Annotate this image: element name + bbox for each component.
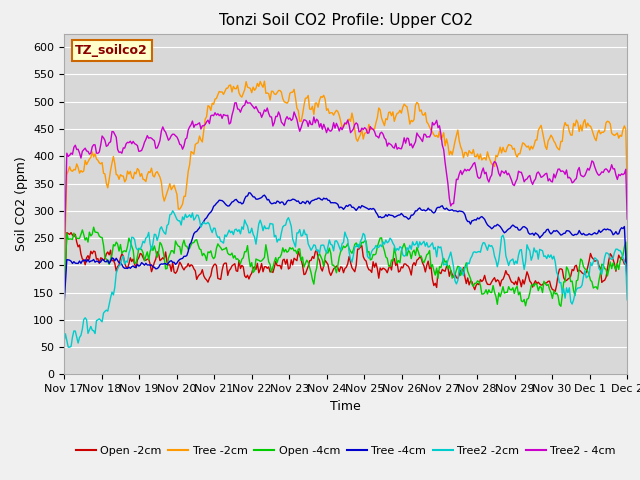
Tree -2cm	[285, 98, 292, 104]
Open -2cm	[416, 254, 424, 260]
Tree -2cm	[128, 174, 136, 180]
Title: Tonzi Soil CO2 Profile: Upper CO2: Tonzi Soil CO2 Profile: Upper CO2	[219, 13, 472, 28]
Tree2 - 4cm	[243, 97, 250, 103]
Open -4cm	[245, 255, 253, 261]
Line: Tree -4cm: Tree -4cm	[64, 193, 627, 306]
Legend: Open -2cm, Tree -2cm, Open -4cm, Tree -4cm, Tree2 -2cm, Tree2 - 4cm: Open -2cm, Tree -2cm, Open -4cm, Tree -4…	[71, 441, 620, 460]
Tree2 -2cm	[60, 339, 68, 345]
Open -4cm	[623, 270, 631, 276]
Tree -2cm	[623, 187, 631, 193]
Tree -4cm	[245, 190, 253, 196]
Tree2 - 4cm	[245, 100, 253, 106]
Tree -4cm	[623, 282, 631, 288]
Tree2 -2cm	[169, 208, 177, 214]
Open -2cm	[285, 266, 292, 272]
Tree2 - 4cm	[60, 261, 68, 266]
Tree2 - 4cm	[468, 164, 476, 169]
Open -4cm	[471, 280, 479, 286]
Tree -2cm	[416, 108, 424, 114]
Line: Open -2cm: Open -2cm	[64, 233, 627, 293]
Line: Tree2 -2cm: Tree2 -2cm	[64, 211, 627, 347]
Y-axis label: Soil CO2 (ppm): Soil CO2 (ppm)	[15, 156, 28, 252]
Line: Open -4cm: Open -4cm	[64, 227, 627, 306]
Tree -2cm	[468, 151, 476, 156]
Tree2 -2cm	[623, 297, 631, 303]
Tree2 -2cm	[417, 242, 425, 248]
Open -2cm	[60, 290, 68, 296]
Tree2 -2cm	[129, 235, 137, 240]
Tree2 -2cm	[470, 250, 477, 255]
Tree2 - 4cm	[128, 141, 136, 146]
Tree2 -2cm	[65, 344, 72, 350]
Text: TZ_soilco2: TZ_soilco2	[76, 44, 148, 57]
Tree2 -2cm	[286, 218, 294, 224]
Tree -2cm	[60, 276, 68, 281]
Tree2 - 4cm	[471, 160, 479, 166]
Tree2 - 4cm	[623, 216, 631, 222]
Tree -4cm	[468, 218, 476, 224]
Open -2cm	[245, 276, 253, 282]
Tree2 -2cm	[246, 230, 254, 236]
Tree -2cm	[244, 84, 252, 90]
Tree -2cm	[260, 78, 268, 84]
Open -2cm	[471, 287, 479, 292]
Tree -4cm	[471, 216, 479, 222]
Open -2cm	[129, 256, 137, 262]
Open -4cm	[60, 299, 68, 305]
Open -4cm	[90, 224, 97, 230]
Line: Tree -2cm: Tree -2cm	[64, 81, 627, 278]
Tree -4cm	[128, 264, 136, 270]
Open -2cm	[623, 277, 631, 283]
Open -4cm	[129, 247, 137, 253]
Open -2cm	[468, 279, 476, 285]
Open -2cm	[63, 230, 70, 236]
Tree -4cm	[244, 193, 252, 199]
Open -4cm	[285, 248, 292, 254]
Open -4cm	[468, 281, 476, 287]
Tree2 - 4cm	[416, 134, 424, 140]
Tree -4cm	[416, 205, 424, 211]
Open -4cm	[416, 253, 424, 259]
X-axis label: Time: Time	[330, 400, 361, 413]
Tree -4cm	[60, 303, 68, 309]
Tree2 - 4cm	[285, 116, 292, 122]
Tree -4cm	[285, 197, 292, 203]
Tree2 -2cm	[472, 250, 480, 255]
Tree -2cm	[471, 154, 479, 159]
Line: Tree2 - 4cm: Tree2 - 4cm	[64, 100, 627, 264]
Open -4cm	[557, 303, 564, 309]
